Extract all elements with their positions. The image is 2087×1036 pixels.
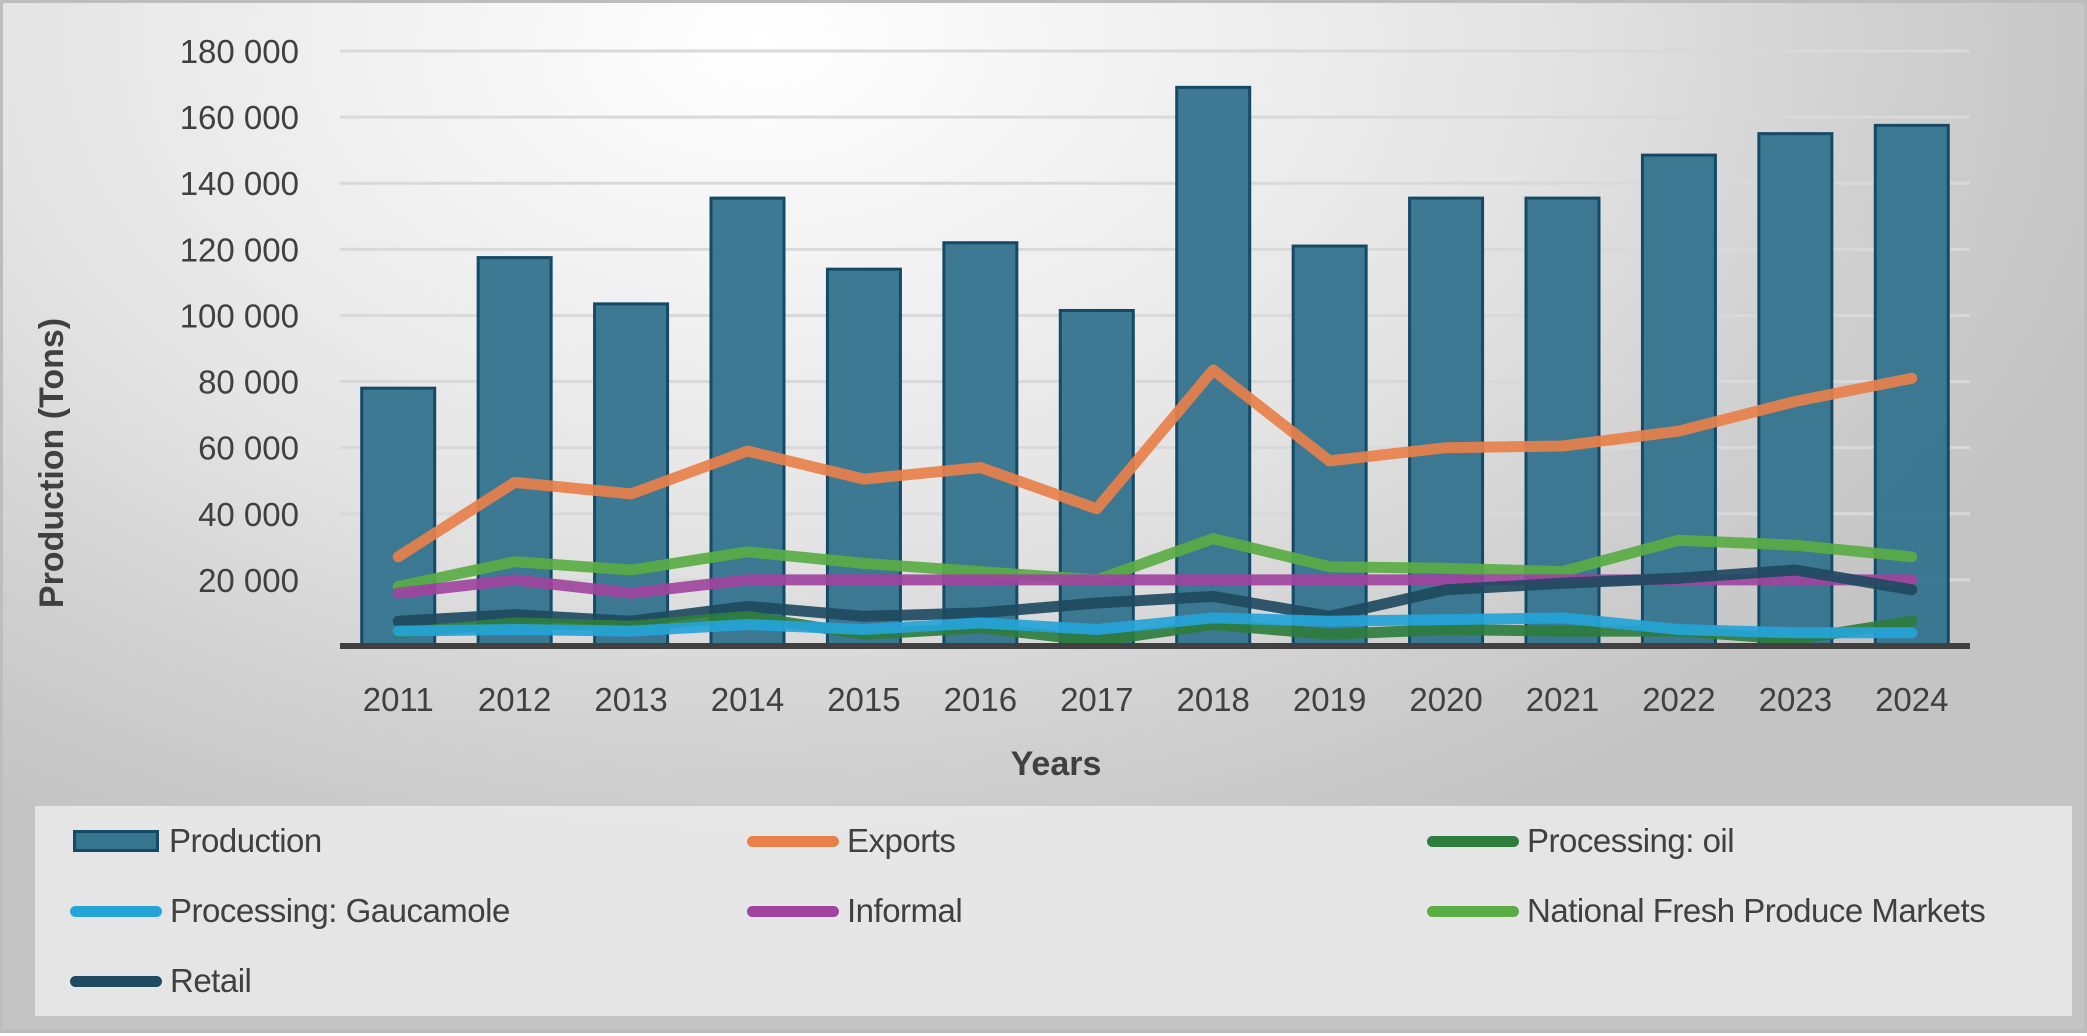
y-axis-title: Production (Tons) (33, 318, 71, 608)
legend-swatch-production (73, 830, 159, 852)
x-tick-label: 2022 (1642, 681, 1715, 718)
y-tick-label: 40 000 (198, 496, 299, 533)
bar-production-2016 (944, 243, 1017, 646)
y-tick-label: 60 000 (198, 430, 299, 467)
legend-item-processing-gaucamole[interactable]: Processing: Gaucamole (70, 891, 510, 931)
x-tick-label: 2013 (594, 681, 667, 718)
y-tick-label: 80 000 (198, 364, 299, 401)
legend-item-production[interactable]: Production (70, 821, 322, 861)
legend-label: National Fresh Produce Markets (1527, 892, 1985, 930)
x-tick-label: 2023 (1759, 681, 1832, 718)
x-tick-label: 2021 (1526, 681, 1599, 718)
legend-item-retail[interactable]: Retail (70, 961, 251, 1001)
legend-swatch-processing-gaucamole (70, 906, 162, 917)
legend-label: Retail (170, 962, 251, 1000)
x-tick-label: 2017 (1060, 681, 1133, 718)
legend: Production Exports Processing: oil Processi… (35, 806, 2072, 1016)
x-tick-label: 2014 (711, 681, 784, 718)
legend-item-informal[interactable]: Informal (747, 891, 962, 931)
x-tick-label: 2016 (944, 681, 1017, 718)
legend-label: Informal (847, 892, 962, 930)
y-tick-label: 120 000 (180, 231, 299, 268)
x-axis-title: Years (1011, 745, 1102, 783)
legend-swatch-national-fresh-produce-markets (1427, 906, 1519, 917)
legend-swatch-informal (747, 906, 839, 917)
legend-swatch-processing-oil (1427, 836, 1519, 847)
bar-production-2011 (362, 388, 435, 646)
gridlines (340, 51, 1970, 580)
legend-label: Production (169, 822, 322, 860)
x-tick-label: 2012 (478, 681, 551, 718)
x-tick-label: 2018 (1177, 681, 1250, 718)
y-tick-label: 100 000 (180, 297, 299, 334)
legend-label: Processing: Gaucamole (170, 892, 510, 930)
legend-item-processing-oil[interactable]: Processing: oil (1427, 821, 1734, 861)
legend-item-exports[interactable]: Exports (747, 821, 955, 861)
x-axis-ticks: 2011 2012 2013 2014 2015 2016 2017 2018 2019 2020… (363, 681, 1949, 718)
legend-label: Exports (847, 822, 955, 860)
x-tick-label: 2019 (1293, 681, 1366, 718)
legend-swatch-exports (747, 836, 839, 847)
y-tick-label: 140 000 (180, 165, 299, 202)
x-tick-label: 2011 (363, 681, 434, 718)
x-tick-label: 2015 (827, 681, 900, 718)
legend-swatch-retail (70, 976, 162, 987)
y-axis-ticks: 20 000 40 000 60 000 80 000 100 000 120 000 14… (180, 33, 299, 599)
x-tick-label: 2024 (1875, 681, 1948, 718)
y-tick-label: 180 000 (180, 33, 299, 70)
x-tick-label: 2020 (1409, 681, 1482, 718)
legend-label: Processing: oil (1527, 822, 1734, 860)
bar-production-2015 (827, 269, 900, 646)
y-tick-label: 20 000 (198, 562, 299, 599)
y-tick-label: 160 000 (180, 99, 299, 136)
legend-item-national-fresh-produce-markets[interactable]: National Fresh Produce Markets (1427, 891, 1985, 931)
